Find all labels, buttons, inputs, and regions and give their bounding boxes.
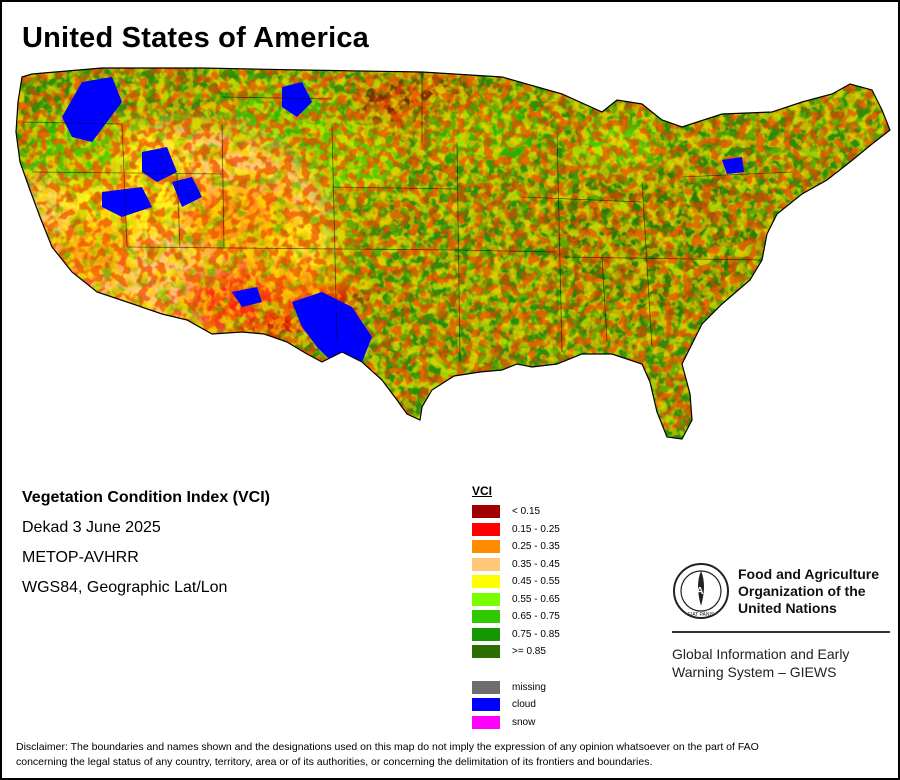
legend-class-row: 0.35 - 0.45: [472, 556, 560, 574]
legend-class-label: 0.65 - 0.75: [512, 611, 560, 623]
sensor-label: METOP-AVHRR: [22, 549, 139, 566]
legend-class-row: 0.65 - 0.75: [472, 608, 560, 626]
disclaimer: Disclaimer: The boundaries and names sho…: [16, 740, 886, 770]
legend-special-label: snow: [512, 716, 536, 728]
legend-special-swatch: [472, 715, 500, 729]
legend-special-swatch: [472, 680, 500, 694]
giews-line-2: Warning System – GIEWS: [672, 664, 837, 680]
projection-label: WGS84, Geographic Lat/Lon: [22, 579, 228, 596]
period-label: Dekad 3 June 2025: [22, 519, 161, 536]
legend-class-row: < 0.15: [472, 503, 560, 521]
giews-line-1: Global Information and Early: [672, 646, 850, 662]
legend-class-label: 0.25 - 0.35: [512, 541, 560, 553]
org-line-3: United Nations: [738, 599, 837, 616]
legend-special-row: cloud: [472, 696, 560, 714]
org-line-2: Organization of the: [738, 582, 866, 599]
legend-class-swatch: [472, 540, 500, 554]
legend-class-swatch: [472, 627, 500, 641]
legend-special-label: missing: [512, 681, 546, 693]
legend-special-row: missing: [472, 679, 560, 697]
legend-class-swatch: [472, 610, 500, 624]
emblem-motto: FIAT PANIS: [688, 612, 715, 618]
disclaimer-line-2: concerning the legal status of any count…: [16, 756, 653, 768]
legend-class-row: 0.25 - 0.35: [472, 538, 560, 556]
legend-special-row: snow: [472, 714, 560, 732]
legend-class-label: 0.45 - 0.55: [512, 576, 560, 588]
legend-title: VCI: [472, 484, 493, 498]
legend-class-swatch: [472, 575, 500, 589]
vci-map: [15, 67, 891, 440]
legend-special-swatch: [472, 698, 500, 712]
legend-class-swatch: [472, 592, 500, 606]
legend-class-row: 0.15 - 0.25: [472, 521, 560, 539]
legend-class-swatch: [472, 645, 500, 659]
legend-class-label: 0.35 - 0.45: [512, 558, 560, 570]
fao-emblem-icon: FAO FIAT PANIS: [673, 563, 729, 619]
legend-class-swatch: [472, 522, 500, 536]
legend-class-label: < 0.15: [512, 506, 541, 518]
legend-class-label: 0.75 - 0.85: [512, 628, 560, 640]
org-line-1: Food and Agriculture: [738, 565, 880, 582]
legend-class-label: >= 0.85: [512, 646, 546, 658]
legend-class-row: 0.55 - 0.65: [472, 591, 560, 609]
legend-class-label: 0.15 - 0.25: [512, 523, 560, 535]
fao-branding: FAO FIAT PANIS Food and Agriculture Orga…: [672, 562, 890, 681]
legend-class-swatch: [472, 505, 500, 519]
legend-class-row: >= 0.85: [472, 643, 560, 661]
disclaimer-line-1: Disclaimer: The boundaries and names sho…: [16, 741, 759, 753]
vci-legend: VCI < 0.15 0.15 - 0.25 0.25 - 0.35 0.35 - 0…: [472, 484, 560, 731]
legend-special-label: cloud: [512, 699, 536, 711]
map-info: Vegetation Condition Index (VCI) Dekad 3…: [22, 488, 270, 608]
legend-class-swatch: [472, 557, 500, 571]
emblem-text: FAO: [691, 586, 712, 597]
index-name: Vegetation Condition Index (VCI): [22, 489, 270, 506]
legend-class-label: 0.55 - 0.65: [512, 593, 560, 605]
org-name: Food and Agriculture Organization of the…: [738, 566, 879, 617]
divider: [672, 631, 890, 633]
giews-name: Global Information and Early Warning Sys…: [672, 645, 890, 681]
legend-class-row: 0.45 - 0.55: [472, 573, 560, 591]
legend-class-row: 0.75 - 0.85: [472, 626, 560, 644]
map-title: United States of America: [22, 22, 369, 54]
